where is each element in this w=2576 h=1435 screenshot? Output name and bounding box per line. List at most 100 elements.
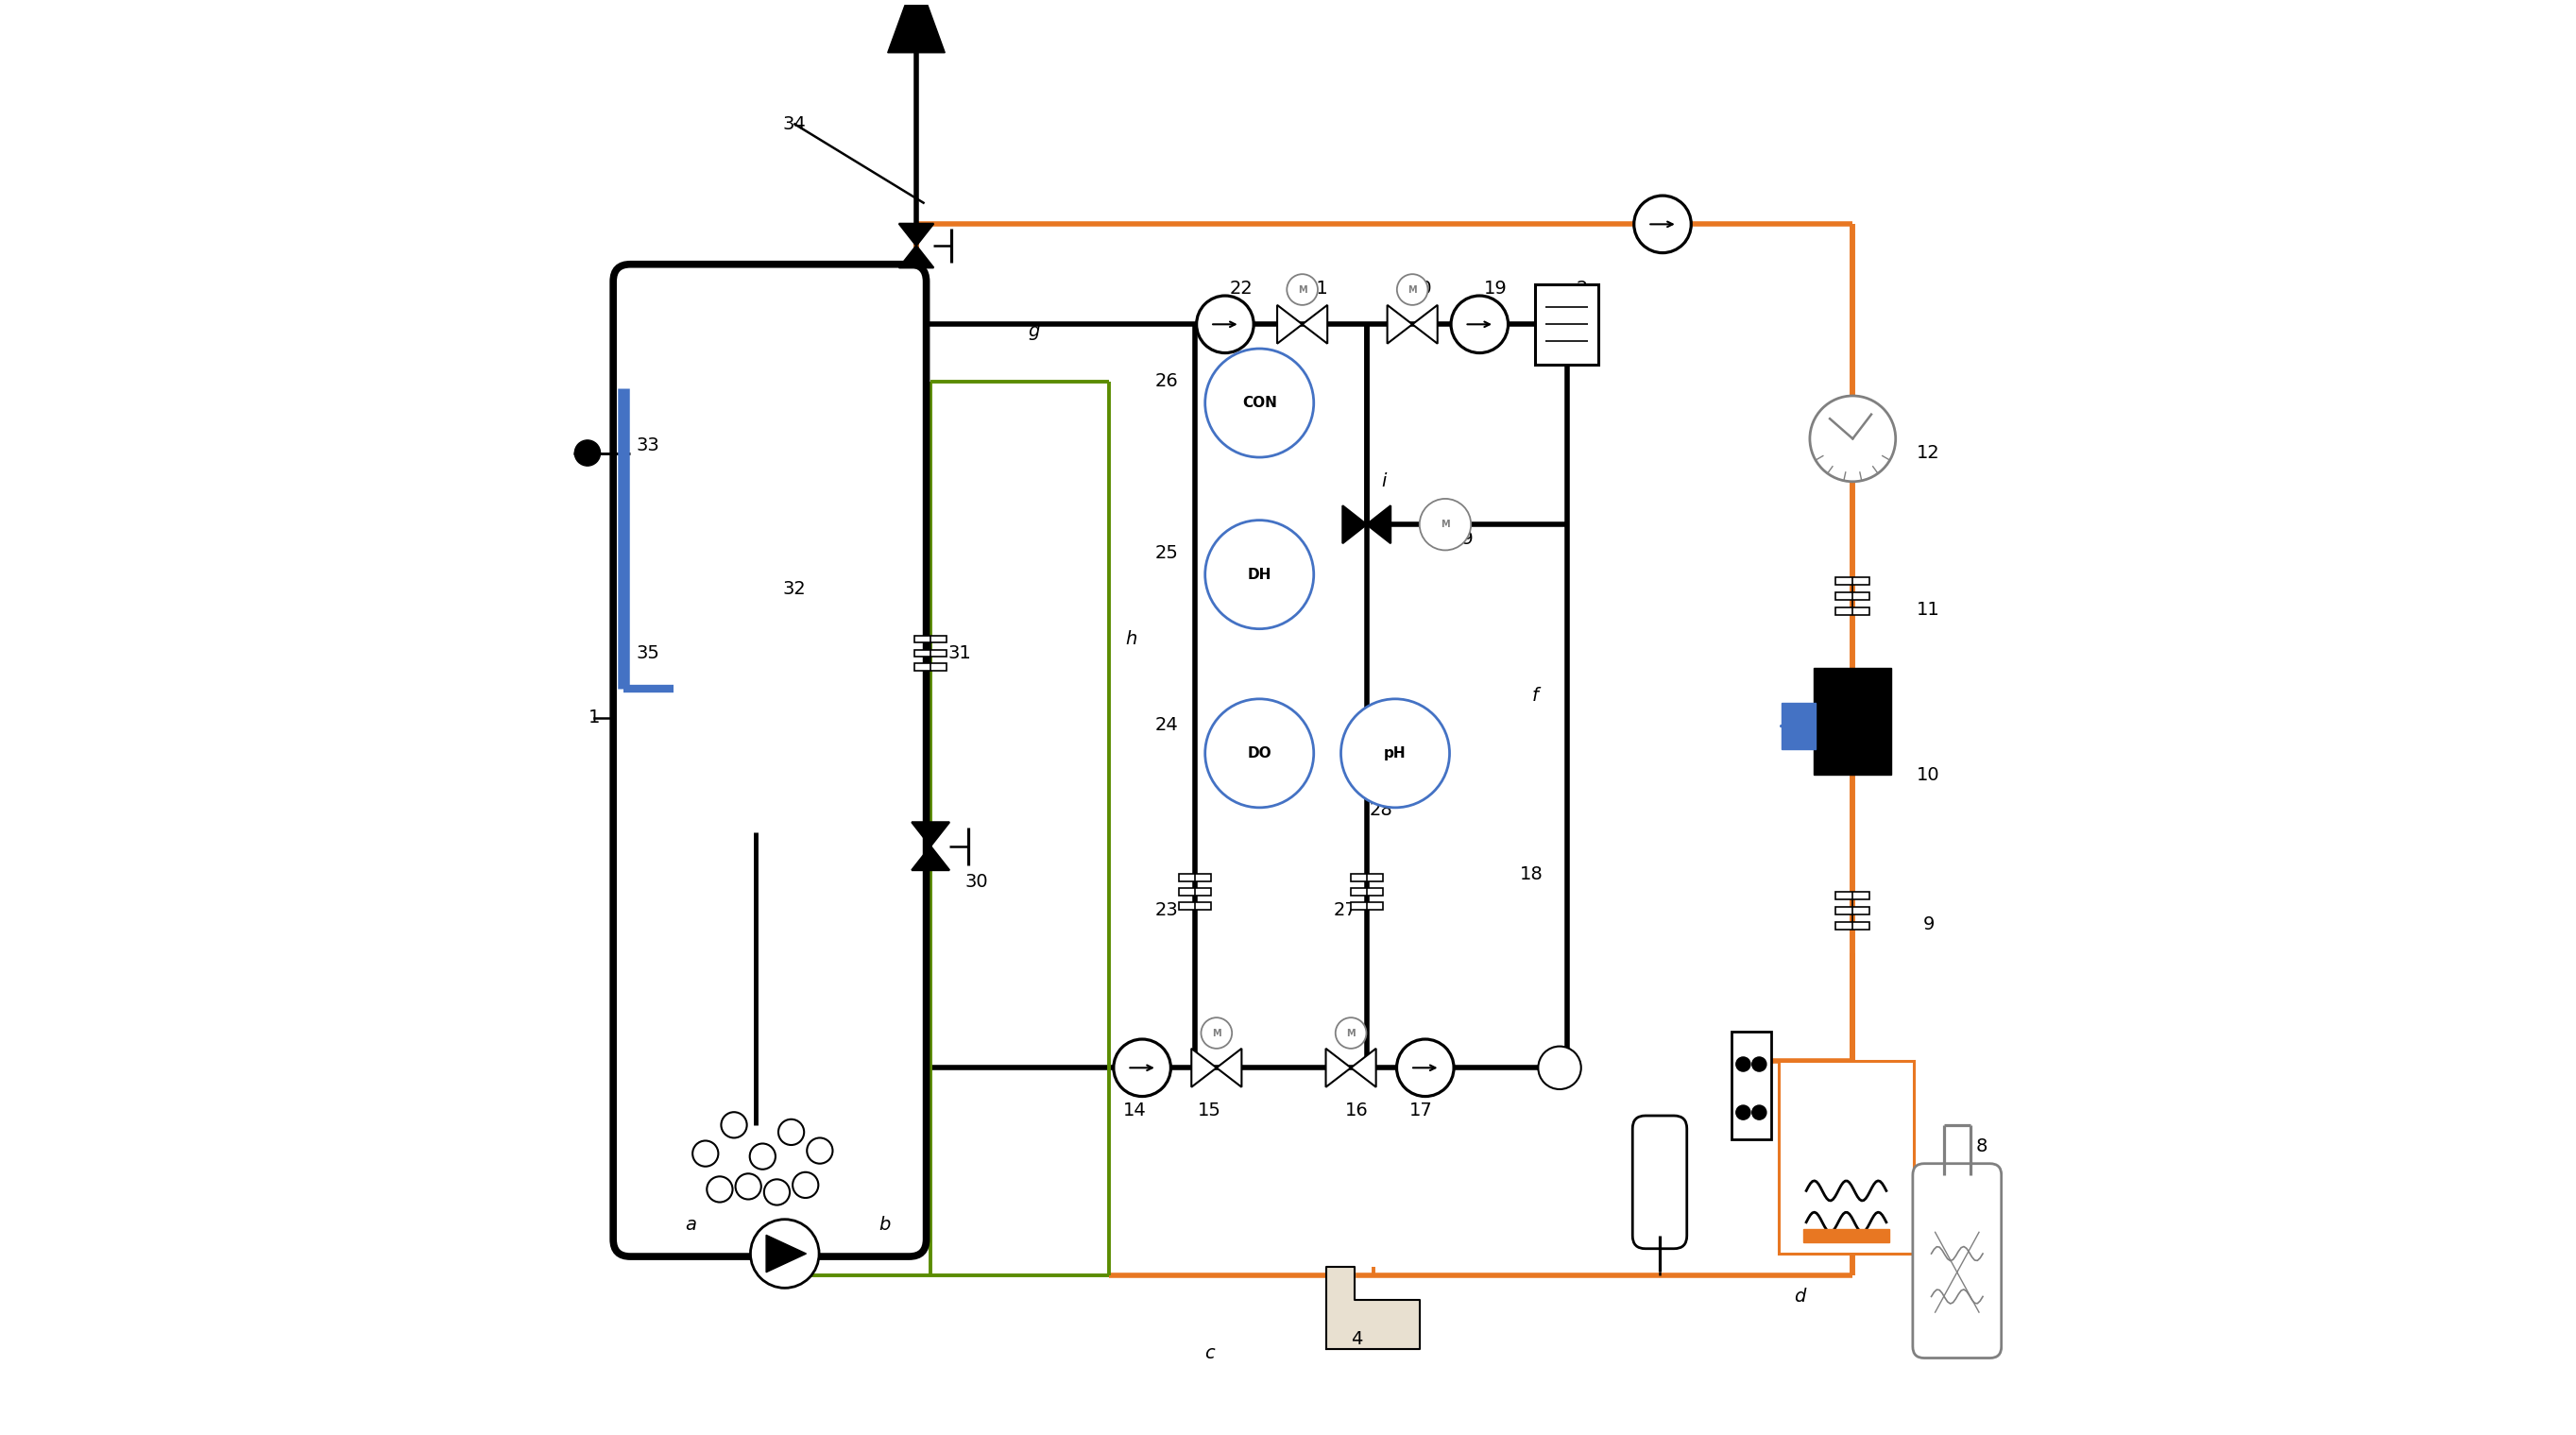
Polygon shape <box>912 822 951 847</box>
Bar <box>914 636 945 643</box>
Text: 17: 17 <box>1409 1102 1432 1119</box>
Circle shape <box>1633 195 1692 253</box>
Text: 16: 16 <box>1345 1102 1368 1119</box>
Text: b: b <box>878 1215 891 1234</box>
Text: CON: CON <box>1242 396 1278 410</box>
Text: g: g <box>1028 323 1038 340</box>
Bar <box>1350 903 1383 910</box>
Text: 26: 26 <box>1154 373 1177 390</box>
Text: M: M <box>1298 286 1306 294</box>
Bar <box>1837 907 1870 914</box>
Polygon shape <box>1303 306 1327 343</box>
Circle shape <box>1396 1039 1453 1096</box>
Text: 10: 10 <box>1917 766 1940 784</box>
Circle shape <box>1450 296 1507 353</box>
Polygon shape <box>1350 1049 1376 1088</box>
Text: 28: 28 <box>1370 802 1394 819</box>
Text: 24: 24 <box>1154 716 1177 733</box>
Bar <box>914 650 945 657</box>
Circle shape <box>1195 296 1255 353</box>
Text: 19: 19 <box>1484 280 1507 297</box>
Bar <box>1777 1060 1914 1254</box>
Circle shape <box>765 1180 791 1205</box>
Circle shape <box>1538 1046 1582 1089</box>
Polygon shape <box>889 6 945 53</box>
Bar <box>914 663 945 670</box>
Text: DH: DH <box>1247 567 1273 581</box>
Polygon shape <box>1327 1267 1419 1349</box>
Circle shape <box>721 1112 747 1138</box>
Text: 4: 4 <box>1350 1330 1363 1349</box>
Text: 21: 21 <box>1306 280 1329 297</box>
Circle shape <box>1396 274 1427 306</box>
Circle shape <box>1811 396 1896 482</box>
Text: d: d <box>1793 1287 1806 1306</box>
Polygon shape <box>1342 505 1368 544</box>
Text: 20: 20 <box>1409 280 1432 297</box>
FancyBboxPatch shape <box>613 264 927 1257</box>
Text: i: i <box>1381 472 1386 491</box>
Text: 32: 32 <box>783 580 806 598</box>
Circle shape <box>693 1141 719 1167</box>
Bar <box>1180 874 1211 881</box>
Circle shape <box>1752 1105 1767 1119</box>
Circle shape <box>1334 1017 1365 1049</box>
Text: 9: 9 <box>1922 916 1935 934</box>
Text: 2: 2 <box>1577 280 1589 297</box>
FancyBboxPatch shape <box>1633 1115 1687 1248</box>
Circle shape <box>1342 699 1450 808</box>
Text: 27: 27 <box>1334 901 1358 920</box>
Circle shape <box>750 1220 819 1289</box>
Text: 3: 3 <box>799 1237 811 1256</box>
Bar <box>1837 921 1870 930</box>
Text: M: M <box>1347 1029 1355 1038</box>
Circle shape <box>1206 699 1314 808</box>
Circle shape <box>1752 1058 1767 1072</box>
Polygon shape <box>1412 306 1437 343</box>
Text: 35: 35 <box>636 644 659 662</box>
Text: 7: 7 <box>1842 1102 1855 1119</box>
Text: c: c <box>1206 1345 1213 1363</box>
Text: 13: 13 <box>1667 230 1690 247</box>
Text: 25: 25 <box>1154 544 1177 563</box>
Bar <box>1837 577 1870 585</box>
Text: 5: 5 <box>1643 1215 1654 1234</box>
Text: f: f <box>1533 687 1538 705</box>
Bar <box>1837 607 1870 614</box>
Polygon shape <box>1216 1049 1242 1088</box>
Text: 12: 12 <box>1917 443 1940 462</box>
Circle shape <box>1113 1039 1170 1096</box>
Polygon shape <box>1278 306 1303 343</box>
Text: h: h <box>1126 630 1136 647</box>
Circle shape <box>778 1119 804 1145</box>
Text: M: M <box>1409 286 1417 294</box>
Text: e: e <box>1891 1073 1901 1091</box>
Text: pH: pH <box>1383 746 1406 761</box>
Text: 30: 30 <box>963 872 989 891</box>
Text: 33: 33 <box>636 436 659 455</box>
Text: M: M <box>1440 519 1450 530</box>
Text: DO: DO <box>1247 746 1273 761</box>
Text: a: a <box>685 1215 696 1234</box>
Bar <box>1535 284 1597 364</box>
Circle shape <box>1206 349 1314 458</box>
Circle shape <box>734 1174 760 1200</box>
Bar <box>1180 903 1211 910</box>
Circle shape <box>1736 1105 1749 1119</box>
Polygon shape <box>1368 505 1391 544</box>
Text: 6: 6 <box>1736 1073 1749 1091</box>
Bar <box>1814 667 1891 775</box>
Circle shape <box>1200 1017 1231 1049</box>
Bar <box>1837 593 1870 600</box>
Polygon shape <box>765 1236 806 1273</box>
Circle shape <box>574 441 600 466</box>
Circle shape <box>750 1144 775 1170</box>
Text: 31: 31 <box>948 644 971 662</box>
Polygon shape <box>1193 1049 1216 1088</box>
Text: M: M <box>1211 1029 1221 1038</box>
Text: 14: 14 <box>1123 1102 1146 1119</box>
Bar <box>1803 1230 1888 1243</box>
Circle shape <box>1288 274 1319 306</box>
Text: 8: 8 <box>1976 1138 1986 1155</box>
Text: 23: 23 <box>1154 901 1177 920</box>
